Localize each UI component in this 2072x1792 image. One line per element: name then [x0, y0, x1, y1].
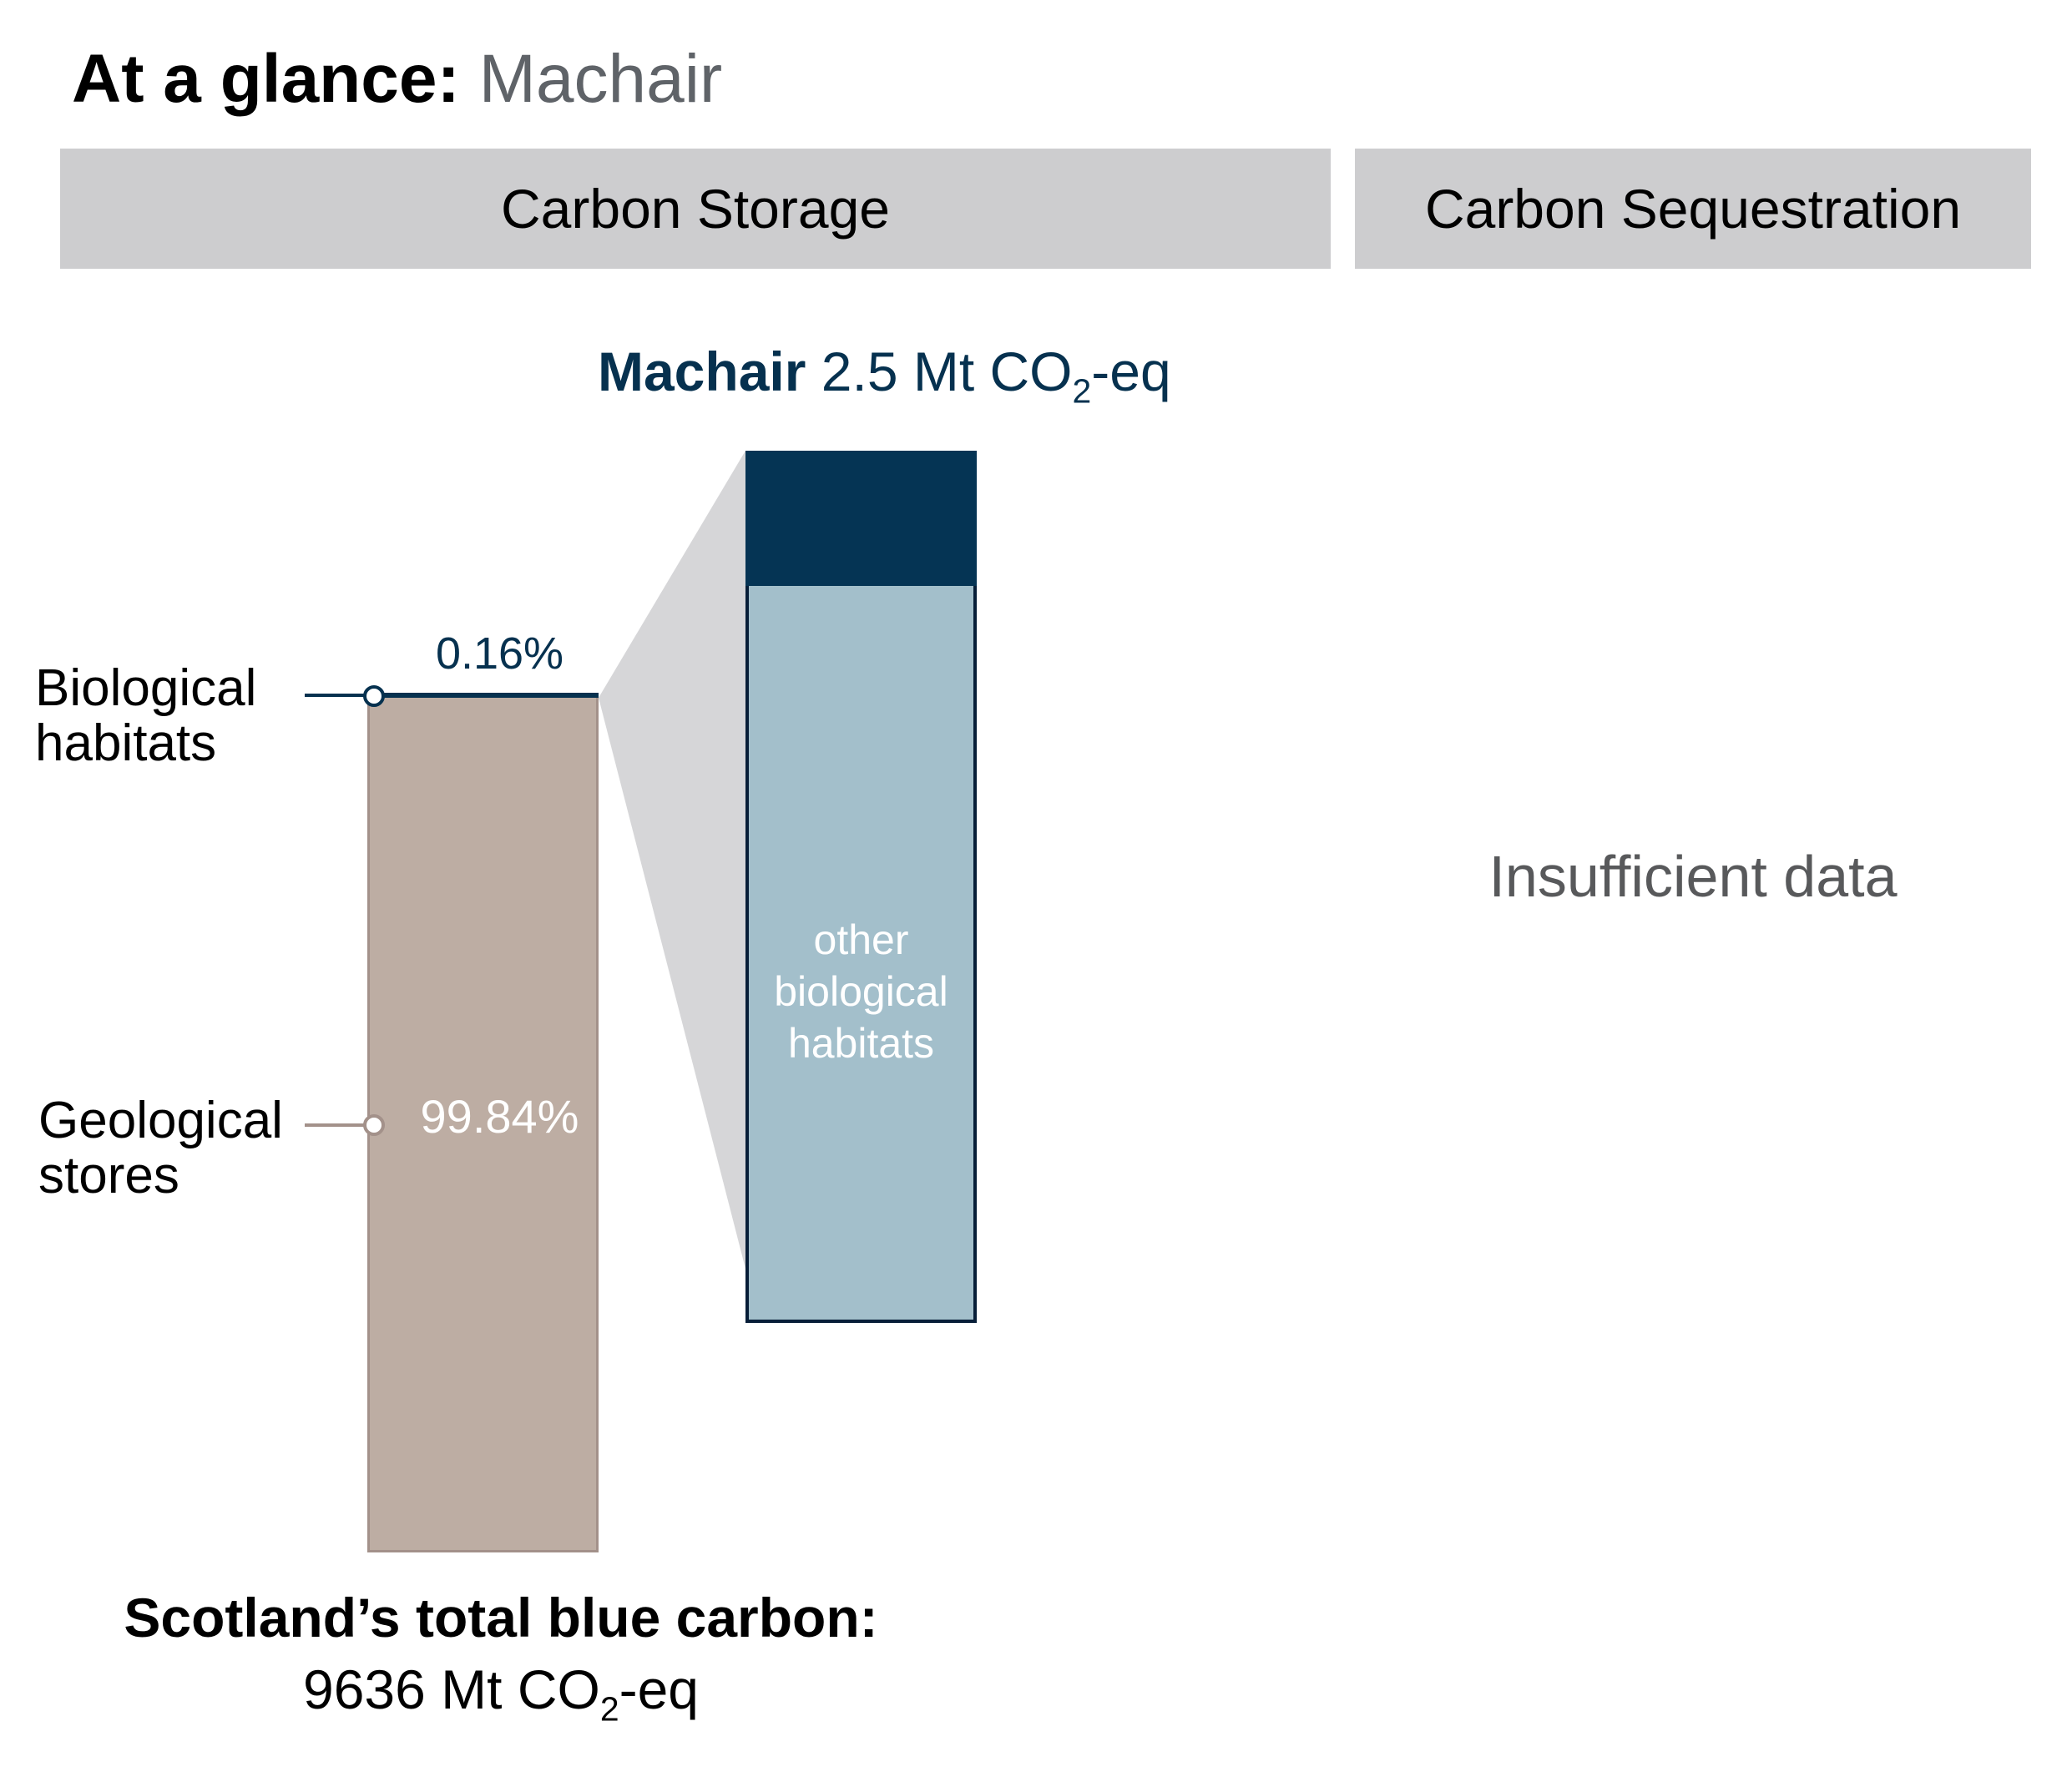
- biological-segment: [367, 693, 599, 698]
- scotland-total-value-line: 9636 Mt CO2-eq: [83, 1653, 918, 1729]
- label-line: Geological: [38, 1092, 283, 1149]
- funnel-shape: [599, 451, 745, 1269]
- label-line: habitats: [787, 1020, 935, 1067]
- biological-habitats-label: Biological habitats: [35, 661, 256, 771]
- label-line: other: [813, 916, 909, 963]
- carbon-storage-header: Carbon Storage: [60, 149, 1331, 269]
- scotland-total-caption: Scotland’s total blue carbon: 9636 Mt CO…: [83, 1582, 918, 1729]
- biological-breakdown-bar: [745, 451, 977, 1323]
- label-line: habitats: [35, 714, 217, 772]
- label-line: Biological: [35, 659, 257, 717]
- carbon-sequestration-header: Carbon Sequestration: [1355, 149, 2031, 269]
- subscript: 2: [599, 1689, 619, 1729]
- scotland-total-bar: [367, 695, 599, 1552]
- scotland-total-label: Scotland’s total blue carbon:: [124, 1587, 878, 1648]
- other-biological-habitats-label: other biological habitats: [745, 914, 977, 1069]
- machair-segment: [745, 451, 977, 586]
- geological-percent: 99.84%: [420, 1090, 579, 1143]
- scotland-total-value: 9636 Mt CO: [303, 1658, 600, 1720]
- geological-stores-label: Geological stores: [38, 1093, 283, 1204]
- insufficient-data-text: Insufficient data: [1488, 844, 1898, 909]
- machair-name: Machair: [598, 341, 806, 402]
- geological-marker-icon: [363, 1114, 385, 1136]
- carbon-sequestration-label: Carbon Sequestration: [1424, 178, 1962, 240]
- title-lead: At a glance:: [72, 41, 460, 117]
- page-title: At a glance: Machair: [72, 33, 722, 125]
- biological-marker-icon: [363, 685, 385, 707]
- carbon-storage-label: Carbon Storage: [501, 178, 890, 240]
- label-line: stores: [38, 1147, 179, 1204]
- machair-total-label: Machair 2.5 Mt CO2-eq: [598, 334, 1171, 409]
- subscript: 2: [1072, 371, 1092, 411]
- biological-percent: 0.16%: [435, 628, 564, 679]
- machair-value: 2.5 Mt CO: [821, 341, 1073, 402]
- label-line: biological: [774, 968, 948, 1015]
- unit-suffix: -eq: [1091, 341, 1171, 402]
- unit-suffix: -eq: [619, 1658, 699, 1720]
- title-habitat: Machair: [478, 41, 723, 117]
